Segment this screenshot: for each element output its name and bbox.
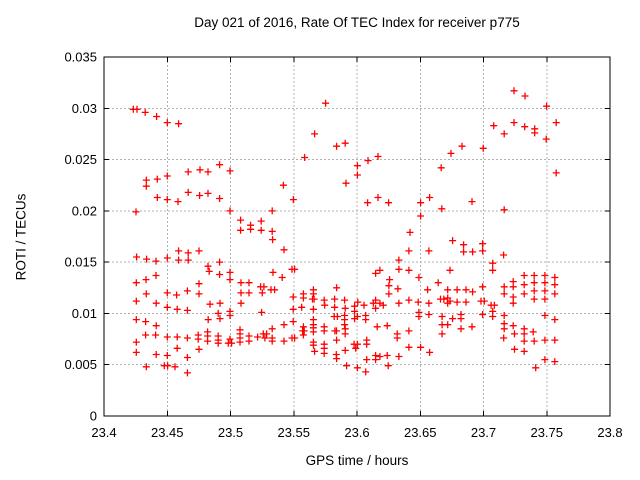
y-axis-label: ROTI / TECUs <box>13 193 29 281</box>
y-tick-label: 0.01 <box>72 306 97 321</box>
x-axis-label: GPS time / hours <box>305 453 409 468</box>
x-tick-label: 23.5 <box>218 425 243 440</box>
x-tick-label: 23.6 <box>344 425 369 440</box>
y-tick-label: 0 <box>90 409 97 424</box>
scatter-points <box>129 87 560 377</box>
chart-title: Day 021 of 2016, Rate Of TEC Index for r… <box>194 15 520 30</box>
y-tick-label: 0.035 <box>64 50 97 65</box>
x-tick-label: 23.75 <box>530 425 563 440</box>
x-tick-label: 23.7 <box>471 425 496 440</box>
x-tick-label: 23.55 <box>277 425 310 440</box>
y-tick-label: 0.015 <box>64 255 97 270</box>
y-tick-label: 0.03 <box>72 101 97 116</box>
y-tick-label: 0.025 <box>64 152 97 167</box>
x-tick-label: 23.8 <box>597 425 622 440</box>
y-tick-label: 0.02 <box>72 203 97 218</box>
x-tick-label: 23.45 <box>151 425 184 440</box>
y-tick-label: 0.005 <box>64 357 97 372</box>
x-tick-label: 23.65 <box>404 425 437 440</box>
x-tick-label: 23.4 <box>91 425 116 440</box>
